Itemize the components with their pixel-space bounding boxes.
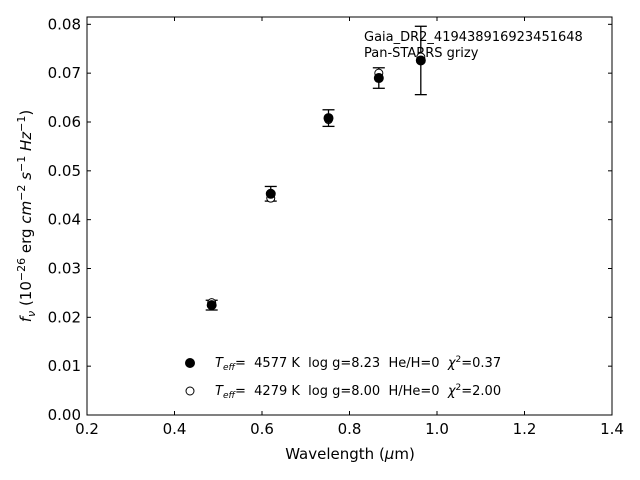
legend-marker-open [185, 386, 195, 396]
x-axis-ticks: 0.2 0.4 0.6 0.8 1.0 1.2 1.4 [75, 17, 624, 438]
model-point-filled [206, 300, 217, 311]
model-point-filled [415, 55, 426, 66]
legend: Teff= 4577 K log g=8.23 He/H=0 χ2=0.37 T… [185, 355, 501, 401]
y-axis-title: fν (10−26 erg cm−2 s−1 Hz−1) [15, 110, 38, 323]
y-tick-label: 0.00 [48, 406, 81, 424]
y-tick-label: 0.05 [48, 162, 81, 180]
y-tick-label: 0.08 [48, 15, 81, 33]
y-tick-label: 0.04 [48, 211, 81, 229]
data-points [206, 52, 426, 311]
model-point-filled [265, 188, 276, 199]
x-tick-label: 0.2 [75, 420, 99, 438]
y-tick-label: 0.02 [48, 308, 81, 326]
x-tick-label: 0.6 [250, 420, 274, 438]
model-point-filled [323, 113, 334, 124]
x-tick-label: 1.2 [513, 420, 537, 438]
y-axis-ticks: 0.00 0.01 0.02 0.03 0.04 0.05 0.06 0.07 0.08 [48, 15, 612, 424]
y-tick-label: 0.06 [48, 113, 81, 131]
y-tick-label: 0.07 [48, 64, 81, 82]
target-name-label: Gaia_DR2_419438916923451648 [364, 30, 583, 45]
y-tick-label: 0.01 [48, 357, 81, 375]
legend-entry-open: Teff= 4279 K log g=8.00 H/He=0 χ2=2.00 [215, 383, 501, 401]
x-axis-title: Wavelength (μm) [285, 445, 415, 463]
x-tick-label: 1.4 [600, 420, 624, 438]
x-tick-label: 1.0 [425, 420, 449, 438]
x-tick-label: 0.8 [338, 420, 362, 438]
legend-marker-filled [185, 358, 195, 368]
y-tick-label: 0.03 [48, 259, 81, 277]
model-point-filled [373, 73, 384, 84]
legend-entry-filled: Teff= 4577 K log g=8.23 He/H=0 χ2=0.37 [215, 355, 501, 373]
error-bars [205, 25, 427, 311]
x-tick-label: 0.4 [163, 420, 187, 438]
